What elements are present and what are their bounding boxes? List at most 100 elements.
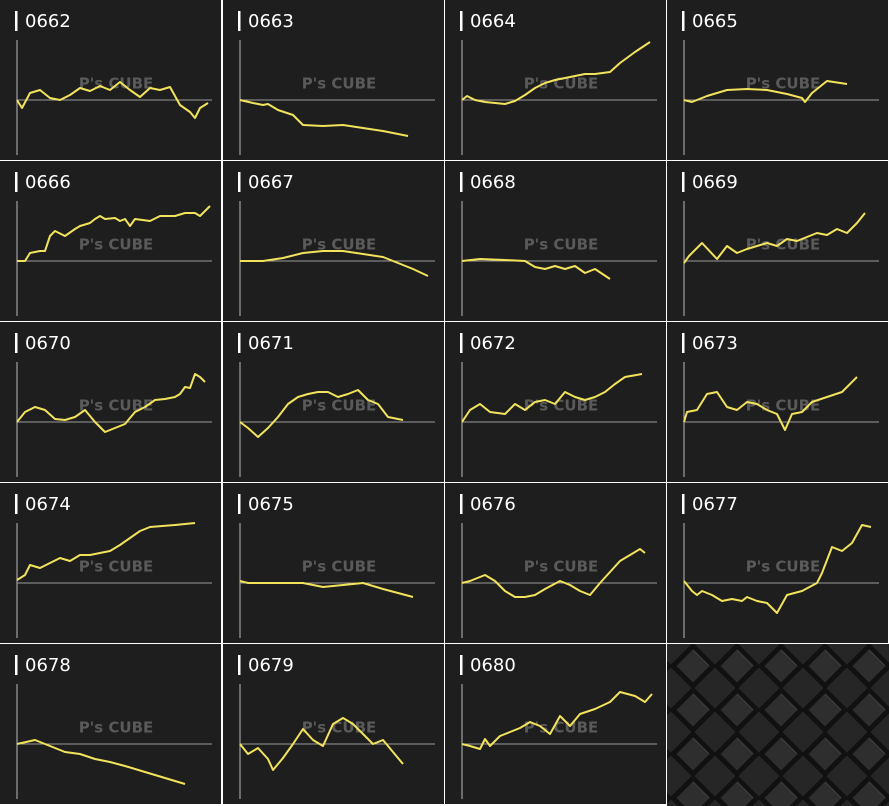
graph: 0662 P's CUBE	[15, 11, 212, 155]
diamond-texture	[667, 644, 889, 806]
graph-line	[683, 524, 872, 614]
graph: 0680 P's CUBE	[460, 655, 657, 799]
graph-panel: 0675 P's CUBE	[223, 483, 444, 643]
graph-line	[461, 548, 646, 598]
texture-tile	[667, 644, 889, 806]
watermark: P's CUBE	[746, 397, 821, 415]
graph-title: 0671	[248, 333, 294, 354]
title-bar	[460, 172, 463, 192]
title-bar	[15, 11, 18, 31]
graph-panel: 0674 P's CUBE	[0, 483, 221, 643]
watermark: P's CUBE	[79, 236, 154, 254]
title-bar	[15, 655, 18, 675]
title-bar	[682, 11, 685, 31]
graph-title: 0673	[692, 333, 738, 354]
graph-title: 0663	[248, 11, 294, 32]
graph-panel: 0662 P's CUBE	[0, 0, 221, 160]
title-bar	[15, 333, 18, 353]
graph-title: 0675	[248, 494, 294, 515]
graph-panel: 0665 P's CUBE	[667, 0, 888, 160]
title-bar	[460, 11, 463, 31]
graph: 0670 P's CUBE	[15, 333, 212, 477]
graph-title: 0670	[25, 333, 71, 354]
title-bar	[682, 172, 685, 192]
graph-title: 0668	[470, 172, 516, 193]
graph-title: 0662	[25, 11, 71, 32]
graph-panel: 0668 P's CUBE	[445, 161, 666, 321]
graph-title: 0666	[25, 172, 71, 193]
graph-line	[16, 81, 209, 119]
graph: 0665 P's CUBE	[682, 11, 879, 155]
watermark: P's CUBE	[302, 236, 377, 254]
graph-panel: 0663 P's CUBE	[223, 0, 444, 160]
graph: 0674 P's CUBE	[15, 494, 212, 638]
graph-panel: 0673 P's CUBE	[667, 322, 888, 482]
graph: 0673 P's CUBE	[682, 333, 879, 477]
graph: 0675 P's CUBE	[238, 494, 435, 638]
graph-panel: 0672 P's CUBE	[445, 322, 666, 482]
watermark: P's CUBE	[524, 558, 599, 576]
watermark: P's CUBE	[746, 236, 821, 254]
watermark: P's CUBE	[302, 719, 377, 737]
title-bar	[238, 494, 241, 514]
watermark: P's CUBE	[302, 75, 377, 93]
watermark: P's CUBE	[746, 558, 821, 576]
graph-line	[239, 99, 409, 137]
graph-panel: 0680 P's CUBE	[445, 644, 666, 804]
graph-line	[461, 691, 653, 750]
graph: 0678 P's CUBE	[15, 655, 212, 799]
graph: 0667 P's CUBE	[238, 172, 435, 316]
watermark: P's CUBE	[79, 719, 154, 737]
graph-line	[683, 80, 848, 103]
graph-title: 0680	[470, 655, 516, 676]
title-bar	[682, 494, 685, 514]
graph-title: 0678	[25, 655, 71, 676]
graph: 0669 P's CUBE	[682, 172, 879, 316]
watermark: P's CUBE	[302, 558, 377, 576]
watermark: P's CUBE	[79, 75, 154, 93]
graph-line	[17, 205, 211, 262]
graph-line	[239, 580, 414, 598]
graph-line	[683, 376, 858, 431]
graph: 0671 P's CUBE	[238, 333, 435, 477]
graph-title: 0664	[470, 11, 516, 32]
title-bar	[460, 494, 463, 514]
graph-line	[683, 212, 866, 264]
watermark: P's CUBE	[524, 75, 599, 93]
title-bar	[238, 172, 241, 192]
graph: 0676 P's CUBE	[460, 494, 657, 638]
graph: 0663 P's CUBE	[238, 11, 435, 155]
graph-line	[239, 389, 404, 438]
graph-title: 0677	[692, 494, 738, 515]
graph-panel: 0671 P's CUBE	[223, 322, 444, 482]
graph-line	[461, 41, 651, 105]
graph-title: 0676	[470, 494, 516, 515]
graph-title: 0667	[248, 172, 294, 193]
title-bar	[238, 333, 241, 353]
watermark: P's CUBE	[746, 75, 821, 93]
graph: 0664 P's CUBE	[460, 11, 657, 155]
texture	[667, 644, 889, 806]
graph-title: 0665	[692, 11, 738, 32]
graph: 0666 P's CUBE	[15, 172, 212, 316]
graph: 0679 P's CUBE	[238, 655, 435, 799]
graph-panel: 0667 P's CUBE	[223, 161, 444, 321]
graph: 0677 P's CUBE	[682, 494, 879, 638]
graph-panel: 0669 P's CUBE	[667, 161, 888, 321]
graph-line	[16, 522, 196, 581]
graph-panel: 0677 P's CUBE	[667, 483, 888, 643]
watermark: P's CUBE	[302, 397, 377, 415]
title-bar	[15, 172, 18, 192]
graph-panel: 0678 P's CUBE	[0, 644, 221, 804]
graph-line	[461, 373, 643, 423]
graph-title: 0674	[25, 494, 71, 515]
graph: 0668 P's CUBE	[460, 172, 657, 316]
title-bar	[682, 333, 685, 353]
graph-line	[16, 739, 186, 785]
graph-title: 0679	[248, 655, 294, 676]
title-bar	[460, 655, 463, 675]
graph-line	[461, 258, 611, 280]
graph-title: 0672	[470, 333, 516, 354]
